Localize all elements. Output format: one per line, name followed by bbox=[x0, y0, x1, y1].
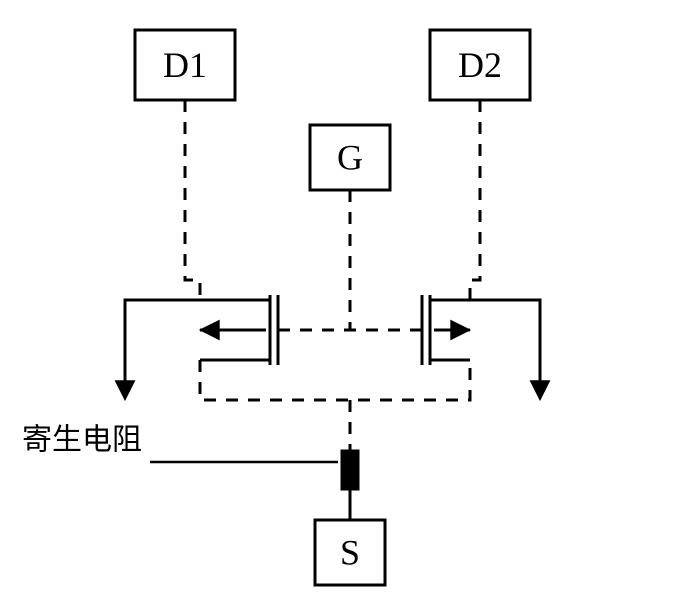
parasitic-resistance-label: 寄生电阻 bbox=[22, 424, 142, 457]
left-outer-arrow-line bbox=[125, 300, 200, 390]
arrowhead bbox=[530, 381, 549, 400]
D1-label: D1 bbox=[163, 45, 207, 85]
d1-drain-lead bbox=[185, 100, 200, 300]
right-outer-arrow-line bbox=[470, 300, 540, 390]
G-label: G bbox=[337, 138, 363, 178]
d2-drain-lead bbox=[470, 100, 480, 300]
arrowhead bbox=[200, 320, 219, 339]
arrowhead bbox=[115, 381, 134, 400]
common-source-bus bbox=[200, 360, 470, 400]
S-label: S bbox=[340, 533, 360, 573]
D2-label: D2 bbox=[458, 45, 502, 85]
arrowhead bbox=[451, 320, 470, 339]
parasitic-resistor bbox=[341, 450, 359, 490]
